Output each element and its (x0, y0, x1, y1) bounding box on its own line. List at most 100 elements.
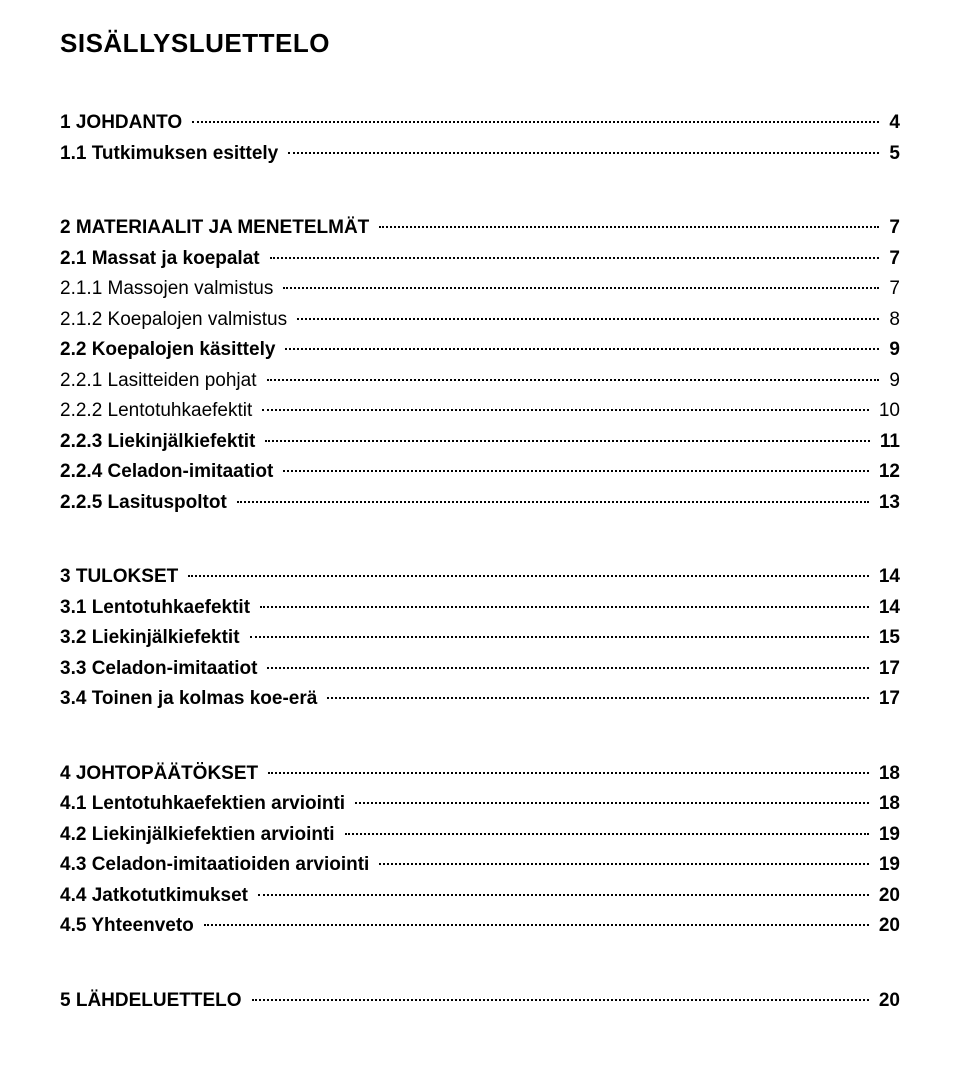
toc-entry: 4.5 Yhteenveto 20 (60, 912, 900, 941)
toc-entry: 4.4 Jatkotutkimukset 20 (60, 882, 900, 911)
toc-entry-page: 20 (873, 912, 900, 941)
toc-entry: 2.1 Massat ja koepalat 7 (60, 245, 900, 274)
toc-entry: 2.2.2 Lentotuhkaefektit 10 (60, 397, 900, 426)
toc-entry-page: 20 (873, 882, 900, 911)
toc-entry-page: 10 (873, 397, 900, 426)
toc-entry-page: 7 (883, 214, 900, 243)
toc-entry-page: 19 (873, 851, 900, 880)
toc-entry: 3.4 Toinen ja kolmas koe-erä 17 (60, 685, 900, 714)
toc-leader (250, 636, 869, 638)
toc-title: SISÄLLYSLUETTELO (60, 28, 900, 59)
toc-leader (260, 606, 869, 608)
toc-entry-page: 14 (873, 563, 900, 592)
toc-leader (192, 121, 879, 123)
toc-entry: 4.1 Lentotuhkaefektien arviointi18 (60, 790, 900, 819)
toc-entry-page: 18 (873, 760, 900, 789)
toc-leader (188, 575, 869, 577)
section-gap (60, 170, 900, 212)
toc-entry: 2 MATERIAALIT JA MENETELMÄT 7 (60, 214, 900, 243)
toc-leader (265, 440, 870, 442)
toc-entry-label: 3 TULOKSET (60, 563, 184, 592)
toc-entry-label: 2.1 Massat ja koepalat (60, 245, 266, 274)
toc-entry-page: 20 (873, 987, 900, 1016)
toc-entry: 2.2 Koepalojen käsittely 9 (60, 336, 900, 365)
toc-entry-label: 2.2.4 Celadon-imitaatiot (60, 458, 279, 487)
toc-entry-page: 7 (883, 275, 900, 304)
toc-entry: 4 JOHTOPÄÄTÖKSET 18 (60, 760, 900, 789)
toc-entry-page: 12 (873, 458, 900, 487)
toc-entry: 3.2 Liekinjälkiefektit 15 (60, 624, 900, 653)
toc-entry-page: 14 (873, 594, 900, 623)
toc-leader (283, 287, 879, 289)
toc-entry: 2.2.5 Lasituspoltot 13 (60, 489, 900, 518)
toc-leader (283, 470, 869, 472)
toc-entry: 2.2.3 Liekinjälkiefektit 11 (60, 428, 900, 457)
toc-entry-label: 4.1 Lentotuhkaefektien arviointi (60, 790, 351, 819)
toc-entry-label: 2.2 Koepalojen käsittely (60, 336, 281, 365)
toc-leader (204, 924, 869, 926)
toc-entry-page: 17 (873, 685, 900, 714)
toc-leader (297, 318, 879, 320)
toc-entry-label: 3.1 Lentotuhkaefektit (60, 594, 256, 623)
toc-list: 1 JOHDANTO 4 1.1 Tutkimuksen esittely 5 2 MA… (60, 109, 900, 1015)
toc-entry-label: 2.1.2 Koepalojen valmistus (60, 306, 293, 335)
toc-entry: 3 TULOKSET 14 (60, 563, 900, 592)
toc-entry-page: 9 (883, 336, 900, 365)
toc-leader (355, 802, 869, 804)
toc-entry-label: 3.2 Liekinjälkiefektit (60, 624, 246, 653)
toc-entry-label: 1.1 Tutkimuksen esittely (60, 140, 284, 169)
toc-leader (237, 501, 869, 503)
toc-leader (379, 226, 879, 228)
toc-entry-page: 19 (873, 821, 900, 850)
toc-leader (285, 348, 879, 350)
toc-entry: 2.2.4 Celadon-imitaatiot 12 (60, 458, 900, 487)
toc-entry: 4.3 Celadon-imitaatioiden arviointi 19 (60, 851, 900, 880)
toc-entry-page: 4 (883, 109, 900, 138)
toc-entry: 3.3 Celadon-imitaatiot 17 (60, 655, 900, 684)
toc-entry-label: 2.2.2 Lentotuhkaefektit (60, 397, 258, 426)
toc-entry: 3.1 Lentotuhkaefektit 14 (60, 594, 900, 623)
section-gap (60, 943, 900, 985)
toc-entry-page: 8 (883, 306, 900, 335)
toc-entry-label: 2.2.5 Lasituspoltot (60, 489, 233, 518)
section-gap (60, 519, 900, 561)
toc-leader (288, 152, 879, 154)
toc-entry: 4.2 Liekinjälkiefektien arviointi 19 (60, 821, 900, 850)
toc-entry: 5 LÄHDELUETTELO 20 (60, 987, 900, 1016)
toc-entry-page: 13 (873, 489, 900, 518)
page-container: SISÄLLYSLUETTELO 1 JOHDANTO41.1 Tutkimuk… (0, 0, 960, 1057)
toc-entry: 2.1.2 Koepalojen valmistus 8 (60, 306, 900, 335)
toc-leader (252, 999, 869, 1001)
toc-entry-label: 2.1.1 Massojen valmistus (60, 275, 279, 304)
toc-entry: 2.1.1 Massojen valmistus 7 (60, 275, 900, 304)
toc-leader (327, 697, 869, 699)
toc-entry-label: 4.2 Liekinjälkiefektien arviointi (60, 821, 341, 850)
toc-entry-label: 2.2.3 Liekinjälkiefektit (60, 428, 261, 457)
toc-entry-label: 5 LÄHDELUETTELO (60, 987, 248, 1016)
toc-leader (379, 863, 869, 865)
toc-entry-page: 7 (883, 245, 900, 274)
section-gap (60, 716, 900, 758)
toc-entry-label: 3.4 Toinen ja kolmas koe-erä (60, 685, 323, 714)
toc-entry-page: 9 (883, 367, 900, 396)
toc-entry-label: 1 JOHDANTO (60, 109, 188, 138)
toc-entry-page: 5 (883, 140, 900, 169)
toc-entry-label: 4.3 Celadon-imitaatioiden arviointi (60, 851, 375, 880)
toc-entry: 2.2.1 Lasitteiden pohjat9 (60, 367, 900, 396)
toc-entry: 1.1 Tutkimuksen esittely 5 (60, 140, 900, 169)
toc-entry: 1 JOHDANTO 4 (60, 109, 900, 138)
toc-entry-page: 11 (874, 428, 900, 457)
toc-entry-label: 4 JOHTOPÄÄTÖKSET (60, 760, 264, 789)
toc-entry-page: 17 (873, 655, 900, 684)
toc-entry-label: 4.5 Yhteenveto (60, 912, 200, 941)
toc-entry-label: 4.4 Jatkotutkimukset (60, 882, 254, 911)
toc-leader (258, 894, 869, 896)
toc-leader (267, 667, 868, 669)
toc-entry-label: 2 MATERIAALIT JA MENETELMÄT (60, 214, 375, 243)
toc-entry-page: 15 (873, 624, 900, 653)
toc-leader (268, 772, 869, 774)
toc-entry-label: 3.3 Celadon-imitaatiot (60, 655, 263, 684)
toc-leader (270, 257, 880, 259)
toc-leader (267, 379, 880, 381)
toc-leader (345, 833, 869, 835)
